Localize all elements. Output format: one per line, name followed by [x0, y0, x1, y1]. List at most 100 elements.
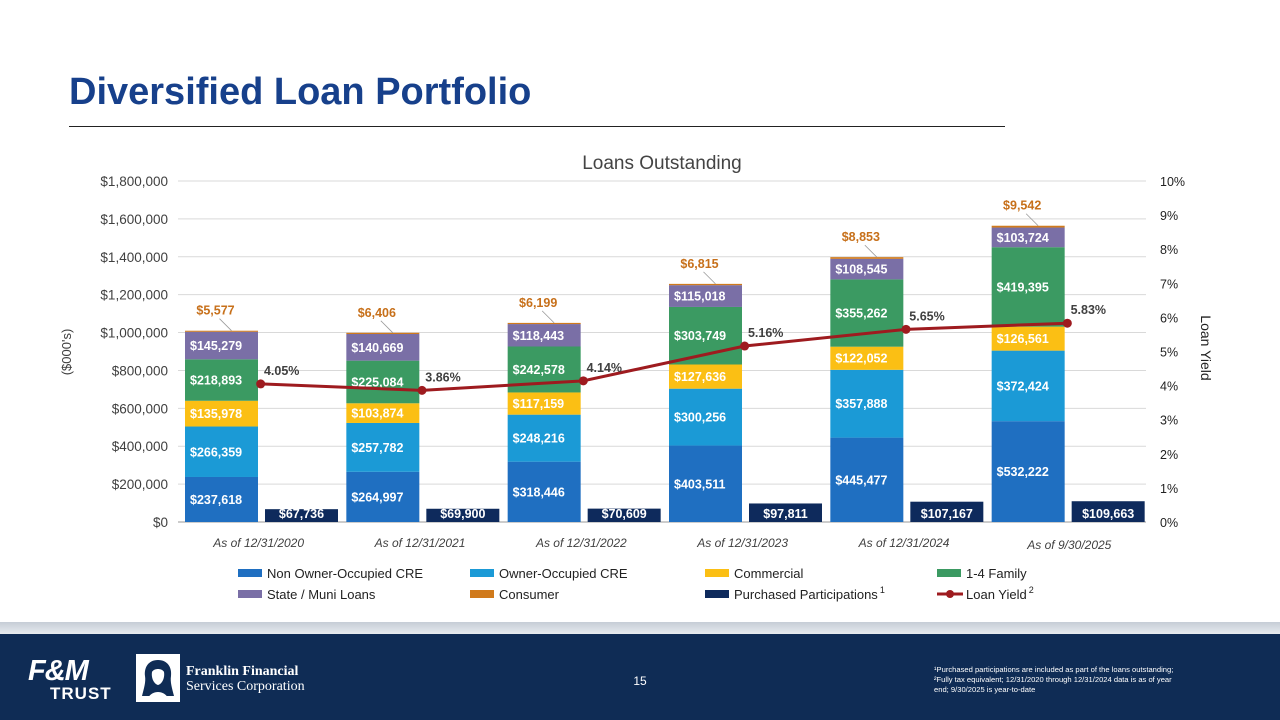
bar-segment [830, 437, 904, 522]
y-tick-label: $1,600,000 [100, 212, 168, 227]
footnote-3: end; 9/30/2025 is year-to-date [934, 685, 1036, 694]
y2-tick-label: 0% [1160, 516, 1178, 530]
bar-segment [991, 247, 1065, 327]
bar-segment [991, 227, 1065, 248]
loans-outstanding-chart: Loans Outstanding $0 $200,000 $400,000 $600,… [59, 153, 1214, 602]
bar-data-label: $372,424 [997, 379, 1049, 393]
consumer-leader-line [1025, 213, 1039, 227]
bar-segment [669, 283, 742, 286]
y-tick-label: $1,200,000 [100, 288, 168, 303]
y-axis-label: ($000's) [59, 329, 74, 376]
bar-segment [830, 369, 904, 438]
bar-segment [185, 331, 258, 360]
purchased-data-label: $69,900 [440, 507, 485, 521]
bar-data-label: $264,997 [351, 490, 403, 504]
bar-segment [991, 350, 1065, 422]
y2-tick-label: 1% [1160, 482, 1178, 496]
loan-yield-label: 5.83% [1071, 303, 1106, 317]
bar-segment [346, 471, 420, 522]
bar-segment [669, 445, 742, 522]
x-tick-label: As of 9/30/2025 [1026, 538, 1111, 552]
loan-yield-point [901, 324, 911, 334]
consumer-leader-line [541, 310, 555, 324]
bar-segment [346, 422, 420, 472]
consumer-data-label: $8,853 [842, 230, 880, 244]
bar-data-label: $303,749 [674, 329, 726, 343]
consumer-data-label: $6,199 [519, 296, 557, 310]
legend-swatch [470, 590, 494, 598]
consumer-data-label: $6,406 [358, 306, 396, 320]
bar-data-label: $357,888 [835, 397, 887, 411]
loan-yield-label: 4.14% [587, 361, 622, 375]
bar-segment [346, 333, 420, 361]
y2-tick-label: 2% [1160, 448, 1178, 462]
franklin-portrait-icon [136, 654, 180, 702]
x-tick-label: As of 12/31/2024 [858, 536, 950, 550]
bar-data-label: $115,018 [674, 290, 725, 304]
legend-label: Purchased Participations [734, 587, 878, 602]
bar-segment [991, 326, 1065, 351]
bar-data-label: $122,052 [835, 352, 887, 366]
bar-data-label: $135,978 [190, 407, 242, 421]
bar-data-label: $145,279 [190, 339, 242, 353]
bar-data-label: $318,446 [513, 485, 565, 499]
purchased-bar [1071, 501, 1145, 522]
bar-data-label: $355,262 [835, 307, 887, 321]
y-tick-label: $600,000 [112, 401, 168, 416]
bar-data-label: $218,893 [190, 374, 242, 388]
legend-label: Loan Yield [966, 587, 1027, 602]
legend-label: State / Muni Loans [267, 587, 376, 602]
loan-yield-label: 4.05% [264, 364, 299, 378]
purchased-bar [426, 508, 500, 522]
bar-data-label: $403,511 [674, 477, 725, 491]
bar-data-label: $118,443 [513, 329, 564, 343]
legend-swatch [470, 569, 494, 577]
y2-tick-label: 3% [1160, 414, 1178, 428]
legend-swatch [705, 569, 729, 577]
page-title: Diversified Loan Portfolio [69, 71, 532, 113]
y2-tick-label: 5% [1160, 346, 1178, 360]
title-divider [69, 126, 1005, 127]
bar-segment [185, 359, 258, 401]
purchased-data-label: $67,736 [279, 507, 324, 521]
loan-yield-point [417, 385, 427, 395]
bar-data-label: $103,874 [351, 407, 403, 421]
bar-data-label: $300,256 [674, 411, 726, 425]
bar-data-label: $532,222 [997, 465, 1049, 479]
y-tick-label: $200,000 [112, 477, 168, 492]
legend-line-marker [946, 590, 954, 598]
y-tick-label: $1,800,000 [100, 174, 168, 189]
y2-tick-label: 10% [1160, 175, 1185, 189]
x-tick-label: As of 12/31/2021 [374, 536, 466, 550]
consumer-leader-line [219, 318, 232, 332]
footnote-1: ¹Purchased participations are included a… [934, 665, 1174, 674]
bar-segment [185, 400, 258, 427]
purchased-data-label: $97,811 [763, 507, 808, 521]
bar-segment [346, 403, 420, 423]
bar-segment [669, 388, 742, 446]
y2-tick-label: 6% [1160, 311, 1178, 325]
y-tick-label: $400,000 [112, 439, 168, 454]
purchased-data-label: $70,609 [602, 507, 647, 521]
bar-segment [346, 332, 420, 334]
legend-swatch [705, 590, 729, 598]
fm-logo-subtext: TRUST [50, 684, 112, 703]
bar-data-label: $108,545 [835, 263, 887, 277]
consumer-leader-line [380, 320, 394, 334]
y2-tick-label: 4% [1160, 380, 1178, 394]
y2-tick-label: 8% [1160, 243, 1178, 257]
legend-label: Non Owner-Occupied CRE [267, 566, 423, 581]
legend-footnote-marker: 2 [1029, 585, 1034, 595]
legend-swatch [238, 590, 262, 598]
bar-segment [669, 285, 742, 307]
purchased-data-label: $109,663 [1082, 507, 1134, 521]
franklin-financial-logo: Franklin Financial Services Corporation [136, 654, 306, 704]
bar-data-label: $257,782 [351, 441, 403, 455]
bar-segment [830, 258, 904, 280]
y-tick-label: $1,400,000 [100, 250, 168, 265]
bar-data-label: $127,636 [674, 370, 726, 384]
bar-segment [507, 392, 581, 415]
y2-tick-label: 7% [1160, 277, 1178, 291]
y-tick-label: $800,000 [112, 363, 168, 378]
bar-segment [830, 346, 904, 370]
